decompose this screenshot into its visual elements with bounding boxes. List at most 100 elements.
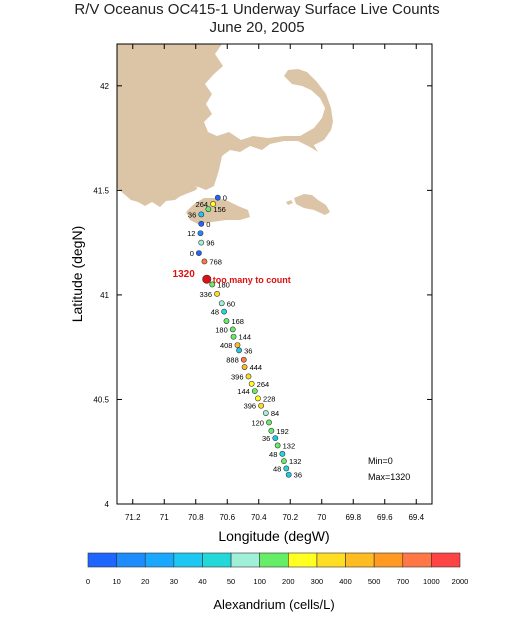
colorbar-swatch [173,552,203,568]
colorbar-swatch [288,552,318,568]
data-point [262,410,269,416]
y-tick-label: 41.5 [93,186,109,195]
data-point [210,201,216,207]
point-value-label: 96 [206,239,214,248]
point-value-label: 228 [263,394,276,403]
point-value-label: 336 [199,290,212,299]
colorbar-swatch [87,552,117,568]
data-point [205,206,212,213]
point-value-label: 396 [244,402,257,411]
point-value-label: 0 [190,249,194,258]
data-point [234,342,241,348]
elizabeth-islands [171,186,198,198]
colorbar-tick-label: 10 [112,577,120,586]
x-tick-label: 71 [160,513,169,522]
point-value-label: 36 [262,434,270,443]
mainland-massachusetts [117,44,318,207]
data-point [245,373,252,380]
point-value-label: 132 [283,441,296,450]
data-point [197,230,204,237]
point-value-label: 36 [188,210,196,219]
colorbar-swatch [373,552,404,568]
colorbar-tick-label: 400 [339,577,352,586]
data-point [236,347,242,354]
point-value-label: 144 [239,333,252,342]
data-point [202,274,212,284]
max-label: Max=1320 [368,472,410,482]
colorbar-swatch [345,552,375,568]
colorbar-swatch [144,552,175,568]
x-tick-label: 70.4 [251,513,267,522]
colorbar-swatch [316,552,346,568]
colorbar-swatch [431,552,461,568]
data-point [223,318,230,324]
point-value-label: 144 [237,387,250,396]
chart-subtitle: June 20, 2005 [209,19,305,36]
x-tick-label: 69.8 [345,513,361,522]
colorbar-swatch [259,552,289,568]
point-value-label: 120 [251,418,264,427]
data-point [214,290,220,297]
point-value-label: 396 [231,372,244,381]
min-label: Min=0 [368,456,393,466]
y-tick-label: 4 [105,500,110,509]
point-value-label: 444 [250,363,263,372]
point-value-label: 264 [257,380,270,389]
data-point [241,364,248,370]
y-tick-label: 42 [100,82,109,91]
data-point [279,450,286,457]
cape-cod [284,69,333,145]
x-tick-label: 70.2 [282,513,298,522]
annotation-note: too many to count [213,275,291,285]
x-axis-label: Longitude (degW) [218,528,329,544]
colorbar-tick-label: 100 [253,577,266,586]
point-value-label: 156 [213,205,226,214]
x-tick-label: 71.2 [125,513,141,522]
point-value-label: 168 [231,317,244,326]
colorbar-swatch [116,552,146,568]
data-point [198,211,205,218]
point-value-label: 12 [187,229,195,238]
data-point [251,388,258,394]
data-point [274,442,281,449]
colorbar-tick-label: 500 [368,577,381,586]
nantucket [294,194,330,215]
y-tick-label: 40.5 [93,395,109,404]
colorbar-swatch [202,552,232,568]
data-point [198,220,205,227]
data-point [285,471,292,478]
point-value-label: 408 [220,341,233,350]
data-point [201,258,208,265]
x-tick-label: 70 [317,513,326,522]
point-value-label: 36 [294,471,302,480]
x-tick-label: 69.4 [408,513,424,522]
colorbar-label: Alexandrium (cells/L) [213,597,334,612]
data-point [230,333,237,340]
colorbar-tick-label: 40 [198,577,206,586]
point-value-label: 180 [217,280,230,289]
land-mass [117,44,333,224]
chart-title: R/V Oceanus OC415-1 Underway Surface Liv… [74,1,440,18]
point-value-label: 264 [196,200,209,209]
y-axis-label: Latitude (degN) [69,226,85,323]
data-point [248,380,255,387]
colorbar-swatch [402,552,432,568]
data-point [221,308,227,315]
point-value-label: 0 [223,194,227,203]
point-value-label: 888 [226,356,239,365]
colorbar-swatch [230,552,260,568]
data-point [198,239,205,246]
colorbar-tick-label: 30 [170,577,178,586]
point-value-label: 180 [215,325,228,334]
x-tick-label: 70.8 [188,513,204,522]
point-value-label: 768 [209,257,222,266]
point-value-label: 48 [273,464,281,473]
data-point [266,419,272,426]
data-point [214,194,221,201]
colorbar-tick-label: 50 [227,577,235,586]
x-tick-label: 70.6 [219,513,235,522]
x-tick-label: 69.6 [377,513,393,522]
colorbar-tick-label: 20 [141,577,149,586]
point-value-label: 48 [269,450,277,459]
